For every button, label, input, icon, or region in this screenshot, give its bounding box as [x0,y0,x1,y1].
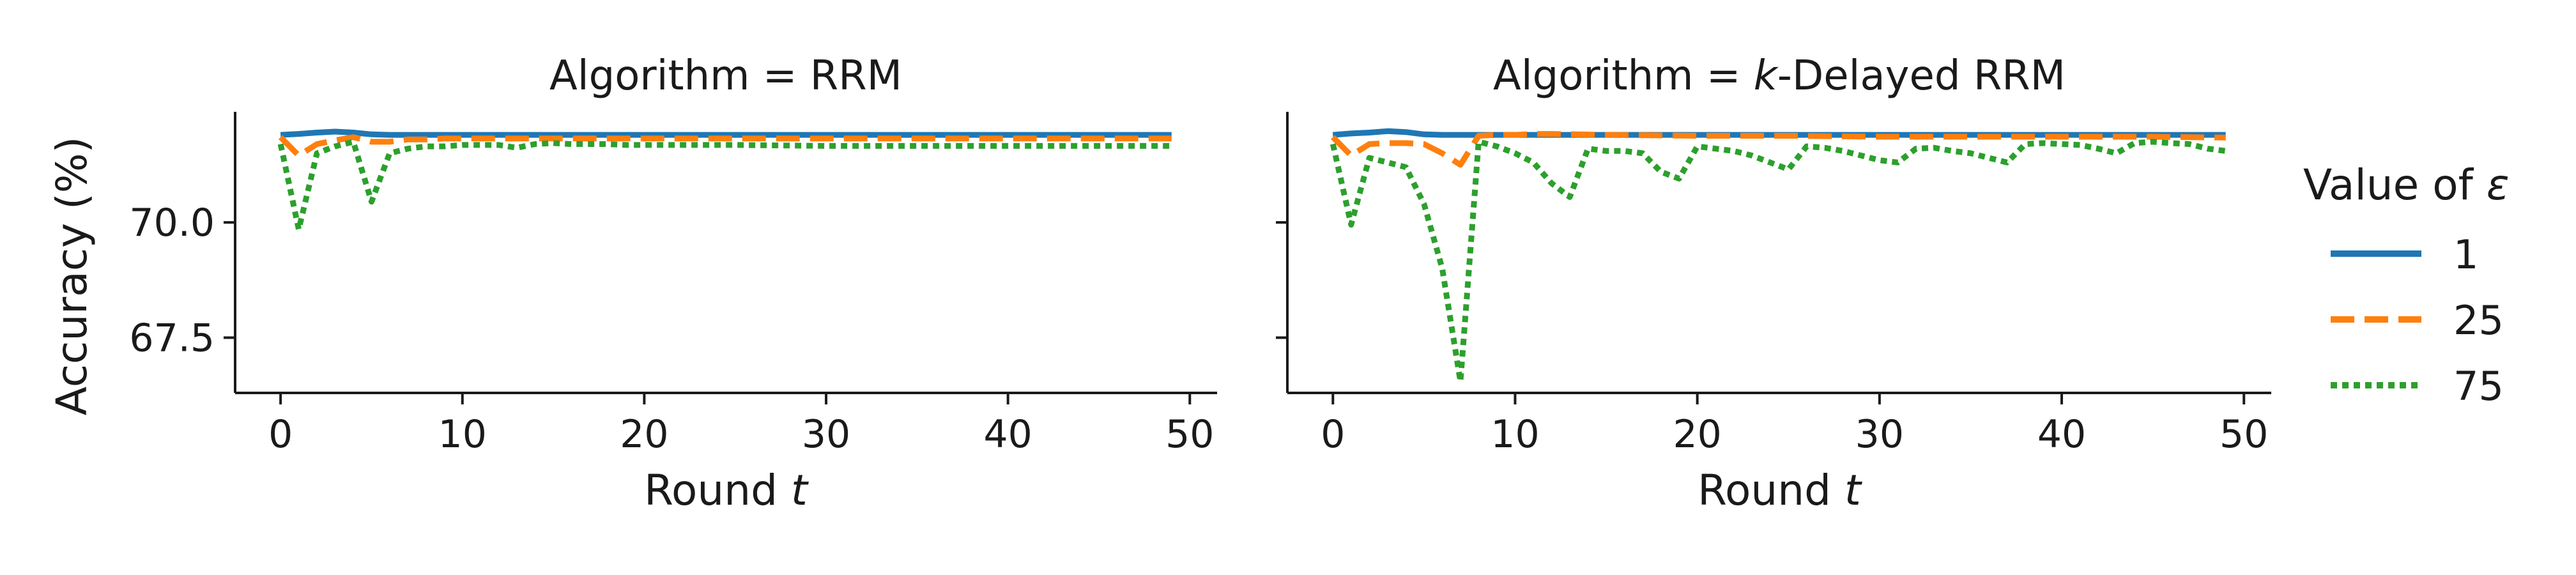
x-tick-label: 30 [1855,412,1904,457]
panel-title-suffix: -Delayed RRM [1777,52,2066,100]
legend-entry-25: 25 [2331,297,2504,344]
x-axis-label: Round t [644,466,809,515]
legend-entry-75: 75 [2331,363,2504,410]
x-tick-label: 10 [438,412,487,457]
legend-entry-1: 1 [2331,231,2478,278]
x-tick-label: 20 [620,412,668,457]
legend: Value of ε 1 25 75 [2303,160,2510,410]
y-axis-label: Accuracy (%) [47,137,96,416]
x-tick-label: 50 [1165,412,1214,457]
x-tick-label: 20 [1673,412,1721,457]
legend-label-1: 1 [2453,231,2478,278]
x-tick-label: 10 [1491,412,1539,457]
panel-title-prefix: Algorithm = [1493,52,1754,100]
x-axis-label-var: t [1844,466,1862,515]
series-line-1 [280,128,1172,138]
legend-title-prefix: Value of [2303,160,2487,210]
x-axis-label-word: Round [644,466,791,515]
series-line-25 [1331,131,2226,168]
x-tick-label: 40 [2037,412,2086,457]
x-tick-label: 40 [983,412,1032,457]
series-line-75 [277,139,1172,233]
panel-title: Algorithm = k-Delayed RRM [1493,52,2066,100]
legend-label-25: 25 [2453,297,2504,344]
series-line-25 [278,134,1172,158]
x-tick-label: 0 [268,412,293,457]
x-axis-label-word: Round [1698,466,1844,515]
x-tick-label: 0 [1321,412,1345,457]
panel-rrm: Algorithm = RRM Accuracy (%) Round t 0 10… [47,52,1217,515]
panel-title-italic: k [1754,52,1779,100]
legend-title: Value of ε [2303,160,2510,210]
y-tick-label: 67.5 [129,316,215,360]
x-tick-label: 50 [2220,412,2268,457]
y-tick-label: 70.0 [129,201,215,245]
series-line-75 [1330,139,2227,385]
x-tick-label: 30 [802,412,850,457]
x-axis-label-var: t [791,466,809,515]
legend-title-symbol: ε [2487,160,2510,210]
x-axis-label: Round t [1698,466,1862,515]
panel-title: Algorithm = RRM [549,52,902,100]
legend-label-75: 75 [2453,363,2504,410]
panel-k-delayed-rrm: Algorithm = k-Delayed RRM Round t 0 10 20 3… [1276,52,2271,515]
